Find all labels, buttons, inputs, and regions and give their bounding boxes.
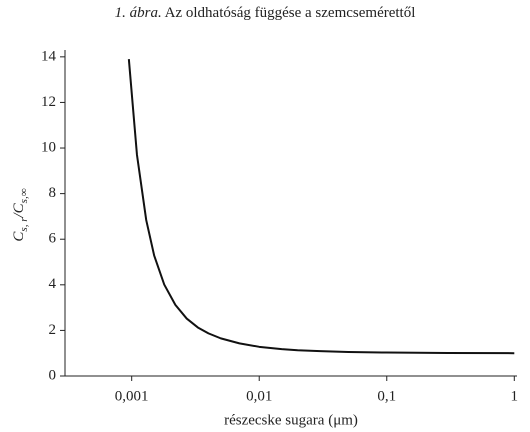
x-axis-label: részecske sugara (μm) xyxy=(224,412,358,428)
y-tick-label: 0 xyxy=(49,367,57,383)
data-line xyxy=(127,59,515,355)
y-label-part: s, r xyxy=(18,217,30,232)
x-tick-label: 0,001 xyxy=(115,388,149,404)
y-tick-label: 10 xyxy=(41,139,56,155)
y-label-part: C xyxy=(11,231,27,242)
y-tick-label: 6 xyxy=(49,231,57,247)
y-label-part: s,∞ xyxy=(18,188,30,203)
y-tick-label: 8 xyxy=(49,185,57,201)
y-tick-label: 2 xyxy=(49,322,57,338)
x-tick-label: 0,1 xyxy=(377,388,396,404)
y-tick-label: 14 xyxy=(41,48,57,64)
y-tick-label: 4 xyxy=(49,276,57,292)
figure-label: 1. ábra. xyxy=(115,5,162,21)
x-tick-label: 1 xyxy=(511,388,519,404)
x-tick-label: 0,01 xyxy=(246,388,272,404)
chart-title: 1. ábra. Az oldhatóság függése a szemcse… xyxy=(115,5,416,21)
title-text: Az oldhatóság függése a szemcsemérettől xyxy=(165,5,416,21)
y-axis-label: Cs, r/Cs,∞ xyxy=(11,188,29,241)
y-tick-label: 12 xyxy=(41,94,56,110)
y-label-part: /C xyxy=(11,202,27,218)
